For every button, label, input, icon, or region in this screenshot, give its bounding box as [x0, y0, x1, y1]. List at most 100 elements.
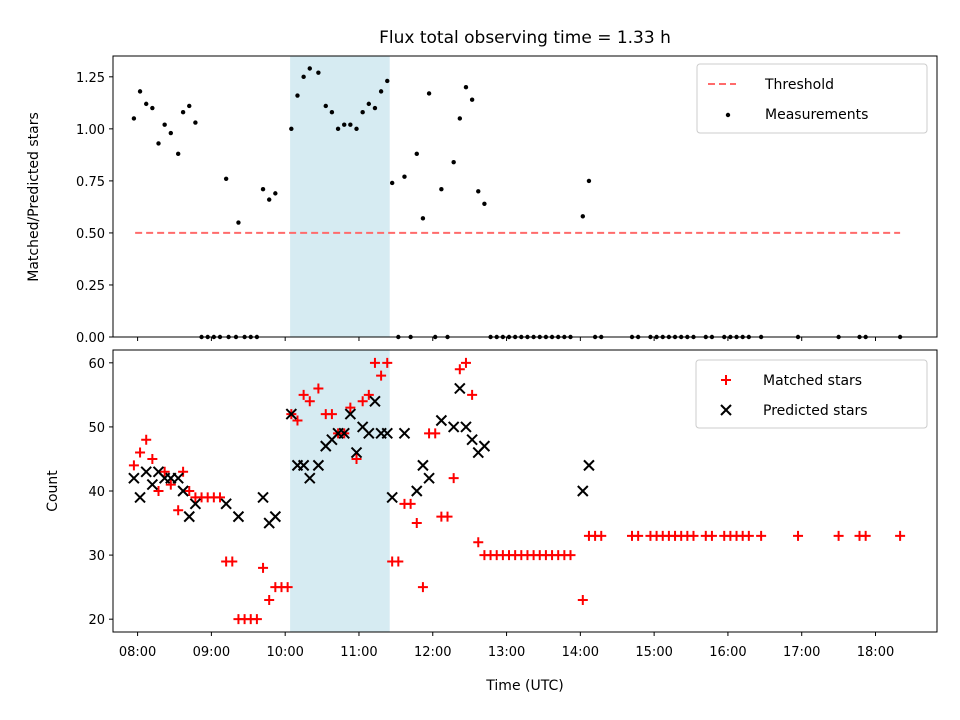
matched-stars-point [793, 530, 804, 541]
matched-stars-point [214, 492, 225, 503]
predicted-stars-point [297, 459, 310, 472]
bottom-legend-box [695, 359, 928, 429]
x-tick-label: 08:00 [119, 645, 156, 660]
predicted-stars-point [172, 472, 184, 484]
matched-stars-point [282, 582, 293, 593]
matched-stars-point [147, 453, 158, 464]
matched-stars-point [363, 389, 374, 400]
matched-stars-point [467, 389, 478, 400]
measurements-point [451, 159, 456, 165]
top-highlight-span [290, 56, 390, 337]
matched-stars-point [184, 486, 195, 496]
x-tick-label: 17:00 [783, 645, 820, 660]
measurements-point [137, 89, 143, 94]
measurements-point [580, 214, 586, 219]
matched-stars-point [756, 530, 767, 541]
matched-stars-point [454, 364, 465, 375]
measurements-point [295, 93, 300, 98]
predicted-stars-point [128, 472, 140, 484]
matched-stars-point [833, 530, 844, 541]
top-y-ticks: 0.00 0.25 0.50 0.75 1.00 1.25 [76, 71, 113, 346]
top-y-axis-label: Matched/Predicted stars [26, 112, 42, 282]
bottom-y-tick-label: 40 [88, 485, 105, 500]
measurements-point [420, 216, 426, 221]
bottom-y-tick-label: 60 [88, 357, 105, 372]
matched-stars-point [178, 466, 189, 477]
measurements-point [457, 116, 463, 121]
matched-stars-point [159, 466, 170, 477]
matched-stars-point [393, 556, 404, 567]
matched-stars-point [165, 479, 176, 490]
matched-stars-point [565, 550, 576, 561]
bottom-y-tick-label: 30 [88, 549, 105, 564]
top-y-tick-label: 0.25 [76, 279, 105, 294]
measurements-point [187, 103, 192, 109]
measurements-point [348, 122, 353, 127]
predicted-stars-point [285, 408, 298, 420]
measurements-point [289, 126, 294, 132]
measurements-point [260, 187, 266, 192]
predicted-stars-point [411, 485, 423, 497]
bottom-highlight-span [290, 350, 390, 632]
top-y-tick-label: 0.00 [76, 331, 105, 346]
x-tick-label: 12:00 [414, 645, 451, 660]
x-tick-label: 14:00 [562, 645, 599, 660]
matched-stars-point [633, 530, 644, 541]
measurements-point [335, 126, 341, 132]
measurements-point [168, 130, 174, 136]
measurements-point [316, 70, 321, 75]
measurements-point [389, 180, 395, 186]
measurements-point [482, 201, 487, 206]
legend-measurements-swatch [725, 112, 731, 118]
matched-stars-point [596, 530, 607, 541]
measurements-point [360, 110, 365, 115]
bottom-legend: Matched stars Predicted stars [695, 359, 928, 429]
matched-stars-point [357, 396, 368, 407]
measurements-point [193, 120, 198, 125]
predicted-stars-point [398, 427, 411, 440]
matched-stars-point [292, 415, 303, 426]
bottom-plot-area [128, 357, 906, 625]
matched-stars-point [345, 402, 356, 413]
measurements-point [150, 105, 155, 111]
measurements-point [236, 220, 241, 225]
matched-stars-point [743, 530, 754, 541]
top-legend-box [696, 63, 928, 134]
top-y-tick-label: 1.25 [76, 71, 105, 86]
matched-stars-point [430, 428, 441, 439]
legend-matched-label: Matched stars [763, 373, 862, 389]
chart-title: Flux total observing time = 1.33 h [379, 28, 671, 48]
predicted-stars-point [338, 427, 350, 440]
matched-stars-point [313, 383, 324, 394]
top-y-tick-label: 0.50 [76, 227, 105, 242]
bottom-panel: 20 30 40 50 60 08:00 09:00 10:00 11:00 12:00 13:0… [45, 349, 938, 694]
predicted-stars-point [177, 485, 189, 497]
matched-stars-point [153, 486, 164, 496]
top-y-tick-label: 0.75 [76, 175, 105, 190]
measurements-point [156, 141, 161, 146]
predicted-stars-point [478, 440, 491, 452]
matched-stars-point [376, 370, 387, 381]
predicted-stars-point [583, 459, 595, 472]
bottom-y-axis-label: Count [45, 470, 61, 512]
matched-stars-point [264, 594, 275, 605]
matched-stars-point [417, 582, 428, 593]
predicted-stars-point [146, 478, 159, 491]
matched-stars-point [173, 505, 184, 516]
matched-stars-point [304, 396, 315, 407]
measurements-point [385, 78, 390, 84]
legend-matched-swatch [721, 375, 731, 385]
predicted-stars-point [435, 414, 448, 427]
predicted-stars-point [269, 510, 282, 523]
measurements-point [414, 151, 419, 157]
measurements-point [469, 97, 475, 102]
measurements-point [175, 151, 181, 157]
predicted-stars-point [460, 421, 472, 433]
predicted-stars-point [423, 472, 435, 484]
measurements-point [266, 197, 272, 202]
predicted-stars-point [466, 434, 478, 446]
predicted-stars-point [134, 491, 146, 504]
measurements-point [378, 89, 384, 94]
predicted-stars-point [183, 510, 195, 523]
